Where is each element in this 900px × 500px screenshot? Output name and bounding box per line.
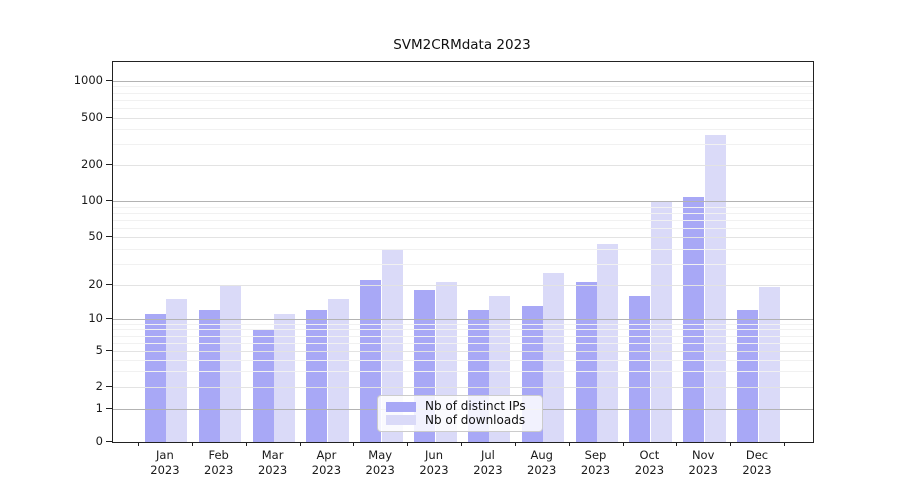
y-tick-label: 0 [95, 434, 103, 448]
x-tick-mark [353, 442, 355, 446]
x-tick-mark [622, 442, 624, 446]
gridline [113, 386, 813, 388]
x-tick-label: Dec 2023 [742, 448, 772, 477]
y-tick-mark [106, 408, 112, 409]
gridline [113, 144, 813, 146]
y-tick-mark [106, 318, 112, 319]
y-tick-label: 500 [81, 109, 103, 124]
bar-nb-of-distinct-ips-oct-2023 [629, 295, 651, 442]
legend-label-distinct-ips: Nb of distinct IPs [425, 399, 526, 414]
x-tick-label: Apr 2023 [311, 448, 342, 477]
x-tick-mark [299, 442, 301, 446]
bar-nb-of-distinct-ips-jan-2023 [144, 314, 166, 442]
gridline [113, 80, 813, 82]
x-tick-label: Jul 2023 [473, 448, 503, 477]
gridline [113, 86, 813, 88]
x-tick-label: Oct 2023 [634, 448, 665, 477]
bar-nb-of-downloads-apr-2023 [327, 298, 349, 442]
y-tick-mark [106, 79, 112, 81]
gridline [113, 129, 813, 131]
gridline [113, 206, 813, 208]
gridline [113, 319, 813, 320]
gridline [113, 92, 813, 94]
y-tick-label: 10 [88, 311, 103, 325]
legend-label-downloads: Nb of downloads [425, 412, 526, 427]
gridline [113, 342, 813, 344]
gridline [113, 263, 813, 265]
x-tick-mark [191, 442, 193, 446]
plot-area: Nb of distinct IPs Nb of downloads [112, 61, 814, 443]
bar-nb-of-downloads-may-2023 [381, 248, 403, 442]
x-tick-label: Nov 2023 [688, 448, 718, 477]
x-tick-label: Sep 2023 [580, 448, 611, 477]
x-tick-label: Jan 2023 [150, 448, 180, 477]
bar-nb-of-downloads-mar-2023 [274, 314, 296, 442]
x-tick-mark [730, 442, 732, 446]
x-tick-mark [514, 442, 516, 446]
y-tick-label: 100 [81, 193, 103, 207]
bar-nb-of-distinct-ips-sep-2023 [575, 282, 597, 442]
gridline [113, 212, 813, 214]
y-tick-mark [106, 236, 112, 237]
bar-nb-of-downloads-nov-2023 [704, 135, 726, 442]
y-tick-mark [106, 441, 112, 442]
gridline [113, 335, 813, 337]
y-tick-mark [106, 164, 112, 165]
bar-nb-of-downloads-oct-2023 [650, 201, 672, 442]
bar-nb-of-downloads-dec-2023 [758, 287, 780, 442]
x-tick-mark [783, 442, 785, 446]
gridline [113, 99, 813, 101]
y-tick-label: 5 [95, 343, 103, 357]
y-tick-mark [106, 385, 112, 387]
gridline [113, 107, 813, 109]
x-tick-label: Aug 2023 [527, 448, 557, 477]
bar-nb-of-downloads-jan-2023 [166, 298, 188, 442]
y-tick-label: 200 [81, 157, 103, 171]
gridline [113, 165, 813, 166]
bar-nb-of-distinct-ips-may-2023 [360, 279, 382, 442]
y-tick-label: 2 [95, 378, 103, 393]
gridline [113, 359, 813, 361]
legend: Nb of distinct IPs Nb of downloads [377, 395, 543, 432]
x-tick-mark [245, 442, 247, 446]
legend-item-distinct-ips: Nb of distinct IPs [386, 400, 534, 413]
y-tick-mark [106, 200, 112, 201]
gridline [113, 237, 813, 238]
x-tick-label: Mar 2023 [257, 448, 288, 477]
gridline [113, 323, 813, 325]
gridline [113, 329, 813, 331]
y-tick-label: 1000 [73, 72, 103, 87]
gridline [113, 219, 813, 221]
legend-swatch-distinct-ips-icon [386, 401, 416, 412]
chart-title: SVM2CRMdata 2023 [393, 37, 531, 53]
bar-nb-of-downloads-aug-2023 [543, 272, 565, 442]
gridline [113, 248, 813, 250]
x-tick-mark [676, 442, 678, 446]
gridline [113, 351, 813, 352]
legend-swatch-downloads-icon [386, 415, 416, 426]
gridline [113, 117, 813, 119]
y-tick-label: 1 [95, 401, 103, 415]
y-tick-mark [106, 283, 112, 285]
x-tick-label: May 2023 [365, 448, 395, 477]
gridline [113, 370, 813, 372]
x-tick-mark [407, 442, 409, 446]
x-tick-label: Jun 2023 [419, 448, 449, 477]
legend-item-downloads: Nb of downloads [386, 412, 534, 427]
gridline [113, 227, 813, 229]
x-tick-label: Feb 2023 [204, 448, 234, 477]
y-tick-label: 50 [88, 229, 103, 243]
y-tick-label: 20 [88, 276, 103, 291]
bar-nb-of-distinct-ips-mar-2023 [252, 329, 274, 442]
gridline [113, 284, 813, 286]
x-tick-mark [138, 442, 139, 446]
y-tick-mark [106, 350, 112, 351]
y-tick-mark [106, 116, 112, 118]
x-tick-mark [461, 442, 462, 446]
bar-nb-of-downloads-feb-2023 [220, 284, 242, 442]
gridline [113, 201, 813, 202]
x-tick-mark [568, 442, 570, 446]
